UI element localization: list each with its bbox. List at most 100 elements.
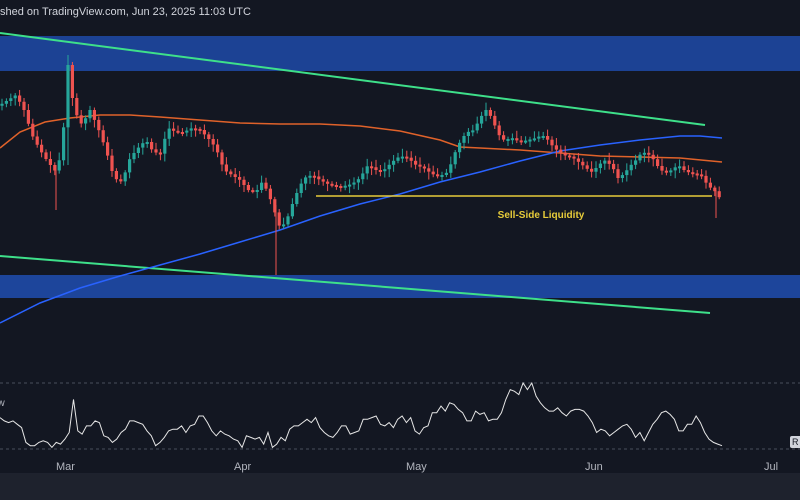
candle-body (387, 164, 391, 170)
candle-body (110, 155, 114, 171)
candle-body (409, 157, 413, 161)
candle-body (656, 159, 660, 166)
candle-body (436, 174, 440, 177)
candle-body (396, 157, 400, 161)
candle-body (378, 170, 382, 172)
candle-body (92, 110, 96, 120)
candle-body (616, 169, 620, 178)
candle-body (282, 224, 286, 227)
candle-body (361, 173, 365, 180)
candle-body (686, 170, 690, 173)
candle-body (31, 123, 35, 137)
candle-body (365, 166, 369, 174)
candle-body (132, 153, 136, 160)
candle-body (321, 179, 325, 182)
candle-body (629, 164, 633, 171)
candle-body (180, 132, 184, 134)
candle-body (246, 185, 250, 191)
channel-lower-line (0, 255, 711, 314)
candle-body (251, 190, 255, 193)
candle-body (713, 187, 717, 192)
upper-supply-zone (0, 36, 800, 71)
x-tick-label: Jun (585, 461, 603, 473)
candle-body (268, 188, 272, 200)
candle-body (220, 152, 224, 165)
candle-body (194, 128, 198, 131)
candle-body (374, 167, 378, 170)
candle-body (317, 176, 321, 180)
candle-body (172, 128, 176, 131)
candle-body (510, 138, 514, 141)
candle-body (541, 136, 545, 138)
candle-body (603, 160, 607, 164)
candle-body (612, 163, 616, 170)
candle-body (150, 142, 154, 150)
candle-body (136, 147, 140, 153)
candle-body (524, 140, 528, 143)
candle-body (202, 130, 206, 135)
candle-body (506, 139, 510, 141)
candle-body (273, 199, 277, 213)
candle-body (497, 125, 501, 136)
candle-body (462, 136, 466, 143)
chart-header: shed on TradingView.com, Jun 23, 2025 11… (0, 6, 251, 18)
candle-body (405, 156, 409, 159)
candle-body (18, 95, 22, 102)
moving-average-orange (0, 114, 723, 163)
candle-body (119, 179, 123, 182)
oscillator-line (0, 381, 723, 449)
candle-body (101, 130, 105, 143)
candle-body (75, 98, 79, 116)
candle-body (634, 160, 638, 165)
candle-body (458, 142, 462, 153)
candle-body (264, 182, 268, 189)
oscillator-value-tag: R (790, 436, 800, 448)
candle-body (563, 152, 567, 156)
candle-body (673, 167, 677, 171)
candle-body (449, 164, 453, 173)
candle-body (493, 115, 497, 126)
candle-body (356, 179, 360, 183)
candle-body (427, 168, 431, 172)
candle-body (678, 166, 682, 169)
candle-body (528, 139, 532, 142)
candle-body (576, 158, 580, 162)
candle-body (26, 110, 30, 124)
candle-body (339, 186, 343, 188)
candle-body (163, 138, 167, 154)
candle-body (669, 170, 673, 173)
candle-body (515, 138, 519, 141)
candle-body (84, 118, 88, 124)
candle-body (471, 130, 475, 133)
candle-body (290, 204, 294, 217)
moving-average-blue (0, 135, 723, 324)
candle-body (352, 182, 356, 185)
candle-body (383, 169, 387, 172)
candle-body (550, 139, 554, 146)
candle-body (48, 159, 52, 165)
lower-demand-zone (0, 275, 800, 298)
sell-side-liquidity-label: Sell-Side Liquidity (498, 210, 585, 221)
candle-body (141, 143, 145, 148)
x-tick-label: Mar (56, 461, 75, 473)
candle-body (625, 170, 629, 176)
candle-body (418, 164, 422, 167)
candle-body (620, 175, 624, 178)
candle-body (453, 152, 457, 165)
candle-body (167, 128, 171, 139)
candle-body (708, 182, 712, 188)
candle-body (664, 170, 668, 173)
candle-body (57, 160, 61, 171)
candle-body (154, 149, 158, 153)
candle-body (238, 177, 242, 180)
candle-body (444, 172, 448, 175)
candle-body (660, 166, 664, 171)
candle-body (255, 190, 259, 192)
candle-body (590, 168, 594, 172)
candle-body (242, 179, 246, 185)
candle-body (717, 191, 721, 198)
x-tick-label: Apr (234, 461, 252, 473)
candle-body (568, 155, 572, 158)
candle-body (114, 171, 118, 180)
